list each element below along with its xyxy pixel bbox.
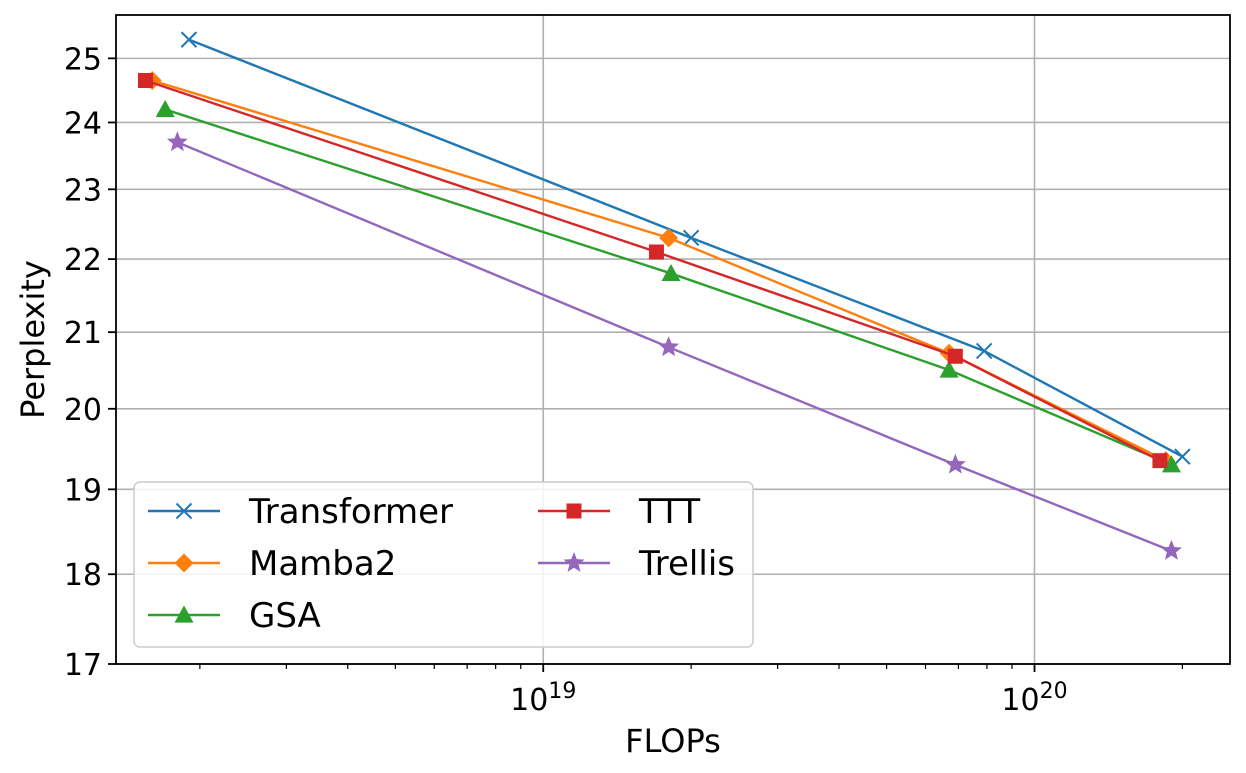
data-point-trellis [658, 336, 680, 357]
series-line-mamba2 [151, 79, 1167, 462]
legend-item-gsa: GSA [148, 596, 321, 636]
y-tick-label: 17 [64, 648, 102, 683]
series-line-ttt [145, 79, 1161, 462]
y-tick-label: 22 [64, 243, 102, 278]
legend: Transformer Mamba2 GSA TTT Trellis [133, 481, 754, 648]
data-point-transformer [180, 31, 198, 48]
y-tick-label: 24 [64, 106, 102, 141]
axes: 17 18 19 20 21 22 23 24 25 1019 1020 [64, 42, 1183, 718]
x-stroke [175, 502, 193, 520]
series-line-transformer [188, 38, 1183, 458]
legend-marker [566, 503, 582, 519]
legend-label: TTT [638, 492, 700, 532]
legend-marker [174, 553, 194, 573]
legend-marker [174, 605, 194, 623]
data-point-gsa [939, 360, 959, 378]
legend-label: Mamba2 [249, 544, 396, 584]
plot-frame [115, 14, 1231, 665]
legend-item-trellis: Trellis [538, 544, 735, 584]
legend-marker [563, 552, 585, 572]
series-transformer [180, 31, 1191, 465]
y-tick-label: 19 [64, 473, 102, 508]
data-point-trellis [166, 131, 188, 152]
legend-label: Transformer [248, 492, 453, 532]
x-tick-label: 1020 [1001, 679, 1067, 718]
legend-box [133, 481, 754, 648]
series-trellis [166, 131, 1182, 560]
x-axis-label: FLOPs [625, 722, 721, 760]
series-ttt [137, 73, 1168, 469]
data-point-ttt [947, 348, 963, 364]
legend-label: Trellis [638, 544, 735, 584]
series-gsa [155, 99, 1181, 473]
data-point-gsa [155, 99, 175, 118]
y-tick-label: 25 [64, 42, 102, 77]
series-line-trellis [176, 141, 1172, 552]
x-tick-label: 1019 [510, 679, 576, 718]
data-point-trellis [1160, 539, 1182, 560]
series-layer [137, 31, 1191, 560]
y-tick-label: 23 [64, 173, 102, 208]
y-axis-label: Perplexity [14, 260, 52, 419]
y-tick-label: 18 [64, 558, 102, 593]
data-point-trellis [944, 453, 966, 474]
legend-label: GSA [249, 596, 321, 636]
y-tick-label: 21 [64, 316, 102, 351]
x-stroke [1174, 448, 1191, 465]
data-point-ttt [648, 244, 664, 260]
y-tick-label: 20 [64, 393, 102, 428]
x-stroke [976, 342, 993, 360]
data-point-mamba2 [659, 228, 679, 248]
series-line-gsa [164, 108, 1172, 466]
legend-item-ttt: TTT [538, 492, 700, 532]
legend-marker [175, 502, 193, 520]
data-point-gsa [661, 263, 681, 282]
legend-item-transformer: Transformer [148, 492, 453, 532]
data-point-transformer [976, 342, 993, 360]
data-point-ttt [137, 73, 153, 89]
legend-item-mamba2: Mamba2 [148, 544, 396, 584]
data-point-transformer [682, 229, 700, 247]
data-point-transformer [1174, 448, 1191, 465]
x-stroke [682, 229, 700, 247]
x-stroke [180, 31, 198, 48]
data-point-ttt [1152, 453, 1168, 469]
